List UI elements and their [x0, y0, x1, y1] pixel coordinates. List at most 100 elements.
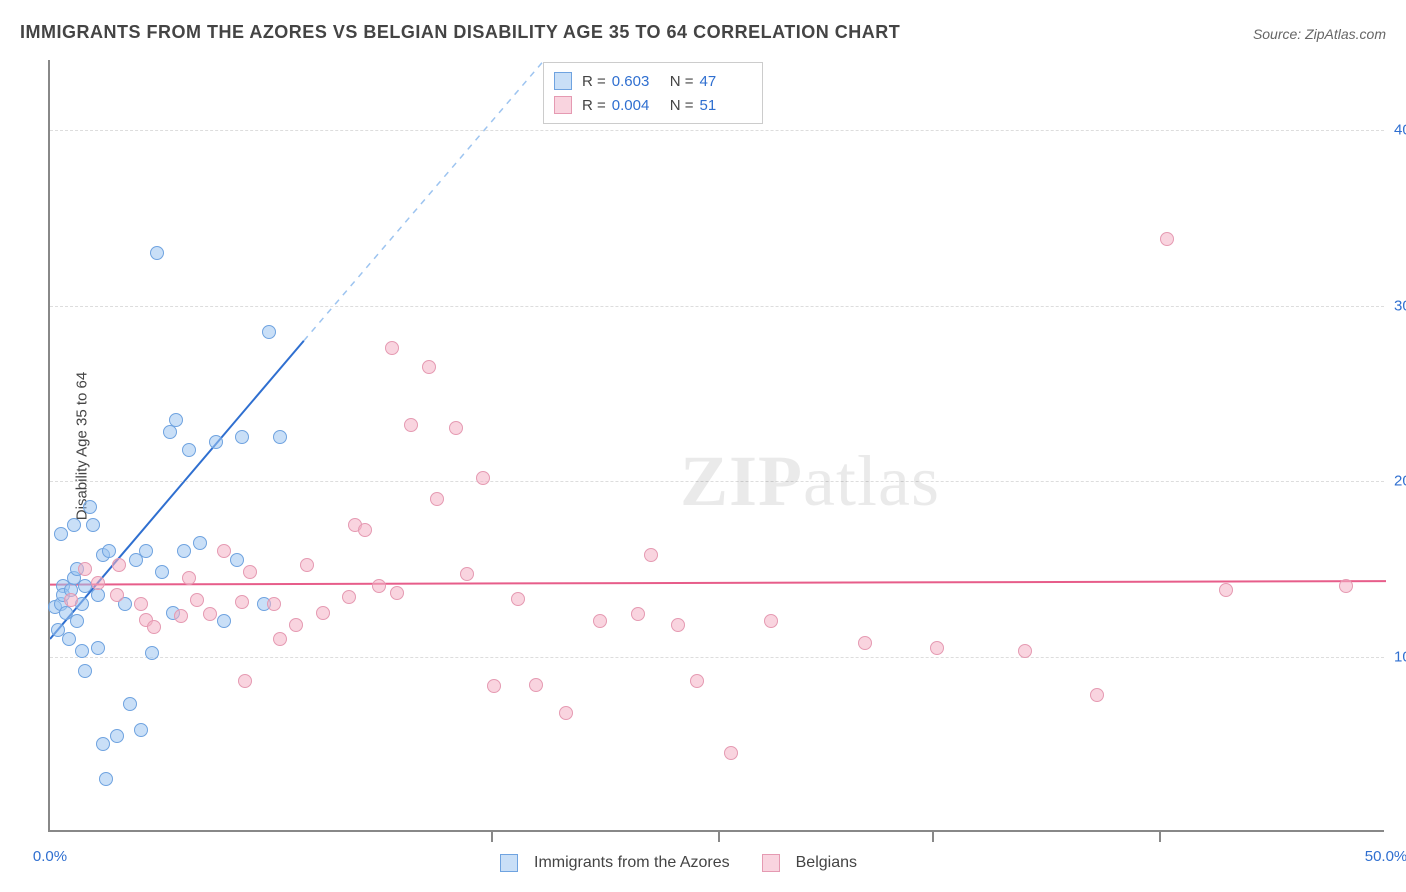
data-point-azores [67, 518, 81, 532]
data-point-belgians [134, 597, 148, 611]
n-value: 47 [700, 73, 752, 90]
r-label: R = [582, 73, 606, 90]
x-minor-tick [491, 830, 493, 842]
plot-area: 10.0%20.0%30.0%40.0%0.0%50.0% [48, 60, 1384, 832]
y-tick-label: 10.0% [1394, 648, 1406, 665]
legend-swatch [500, 854, 518, 872]
data-point-azores [209, 435, 223, 449]
data-point-azores [78, 579, 92, 593]
legend-stat-row: R =0.004N =51 [554, 93, 752, 117]
legend-swatch [554, 72, 572, 90]
data-point-belgians [190, 593, 204, 607]
data-point-belgians [404, 418, 418, 432]
data-point-azores [235, 430, 249, 444]
data-point-belgians [644, 548, 658, 562]
data-point-azores [91, 641, 105, 655]
data-point-azores [62, 632, 76, 646]
y-tick-label: 40.0% [1394, 122, 1406, 139]
data-point-belgians [385, 341, 399, 355]
data-point-belgians [174, 609, 188, 623]
data-point-belgians [671, 618, 685, 632]
data-point-belgians [449, 421, 463, 435]
data-point-belgians [235, 595, 249, 609]
data-point-azores [54, 527, 68, 541]
data-point-belgians [78, 562, 92, 576]
data-point-azores [163, 425, 177, 439]
data-point-belgians [690, 674, 704, 688]
x-minor-tick [932, 830, 934, 842]
data-point-azores [91, 588, 105, 602]
r-value: 0.004 [612, 97, 664, 114]
data-point-belgians [358, 523, 372, 537]
data-point-azores [155, 565, 169, 579]
data-point-azores [262, 325, 276, 339]
data-point-belgians [182, 571, 196, 585]
legend-swatch [554, 96, 572, 114]
data-point-azores [145, 646, 159, 660]
data-point-belgians [289, 618, 303, 632]
data-point-azores [96, 737, 110, 751]
data-point-azores [193, 536, 207, 550]
data-point-belgians [460, 567, 474, 581]
n-value: 51 [700, 97, 752, 114]
data-point-belgians [273, 632, 287, 646]
source-attribution: Source: ZipAtlas.com [1253, 26, 1386, 42]
n-label: N = [670, 97, 694, 114]
source-value: ZipAtlas.com [1305, 26, 1386, 42]
data-point-belgians [91, 576, 105, 590]
data-point-belgians [243, 565, 257, 579]
data-point-belgians [430, 492, 444, 506]
data-point-belgians [631, 607, 645, 621]
legend-stat-row: R = 0.603 N = 47 [554, 69, 752, 93]
data-point-azores [134, 723, 148, 737]
trend-line [50, 341, 304, 639]
y-tick-label: 20.0% [1394, 473, 1406, 490]
trend-line [50, 581, 1386, 585]
x-tick-label: 50.0% [1365, 848, 1406, 865]
data-point-azores [139, 544, 153, 558]
data-point-belgians [858, 636, 872, 650]
data-point-azores [123, 697, 137, 711]
gridline-horizontal [50, 130, 1384, 131]
chart-title: IMMIGRANTS FROM THE AZORES VS BELGIAN DI… [20, 22, 900, 43]
data-point-belgians [316, 606, 330, 620]
n-label: N = [670, 73, 694, 90]
data-point-belgians [1160, 232, 1174, 246]
data-point-azores [78, 664, 92, 678]
data-point-azores [169, 413, 183, 427]
data-point-azores [150, 246, 164, 260]
data-point-belgians [147, 620, 161, 634]
gridline-horizontal [50, 481, 1384, 482]
data-point-belgians [764, 614, 778, 628]
data-point-belgians [110, 588, 124, 602]
x-tick-label: 0.0% [33, 848, 67, 865]
data-point-belgians [422, 360, 436, 374]
data-point-belgians [372, 579, 386, 593]
data-point-belgians [217, 544, 231, 558]
source-label: Source: [1253, 26, 1305, 42]
data-point-belgians [1339, 579, 1353, 593]
data-point-belgians [511, 592, 525, 606]
data-point-belgians [64, 593, 78, 607]
trend-line [304, 60, 544, 341]
data-point-belgians [593, 614, 607, 628]
legend-series-label: Belgians [796, 854, 857, 872]
data-point-azores [217, 614, 231, 628]
correlation-legend: R = 0.603 N = 47R = 0.004 N = 51 [543, 62, 763, 124]
data-point-belgians [267, 597, 281, 611]
data-point-belgians [487, 679, 501, 693]
x-minor-tick [1159, 830, 1161, 842]
data-point-belgians [203, 607, 217, 621]
data-point-belgians [238, 674, 252, 688]
gridline-horizontal [50, 306, 1384, 307]
data-point-belgians [1090, 688, 1104, 702]
data-point-azores [102, 544, 116, 558]
data-point-belgians [930, 641, 944, 655]
data-point-belgians [724, 746, 738, 760]
data-point-belgians [476, 471, 490, 485]
data-point-azores [99, 772, 113, 786]
data-point-azores [230, 553, 244, 567]
data-point-belgians [342, 590, 356, 604]
r-value: 0.603 [612, 73, 664, 90]
data-point-azores [83, 500, 97, 514]
